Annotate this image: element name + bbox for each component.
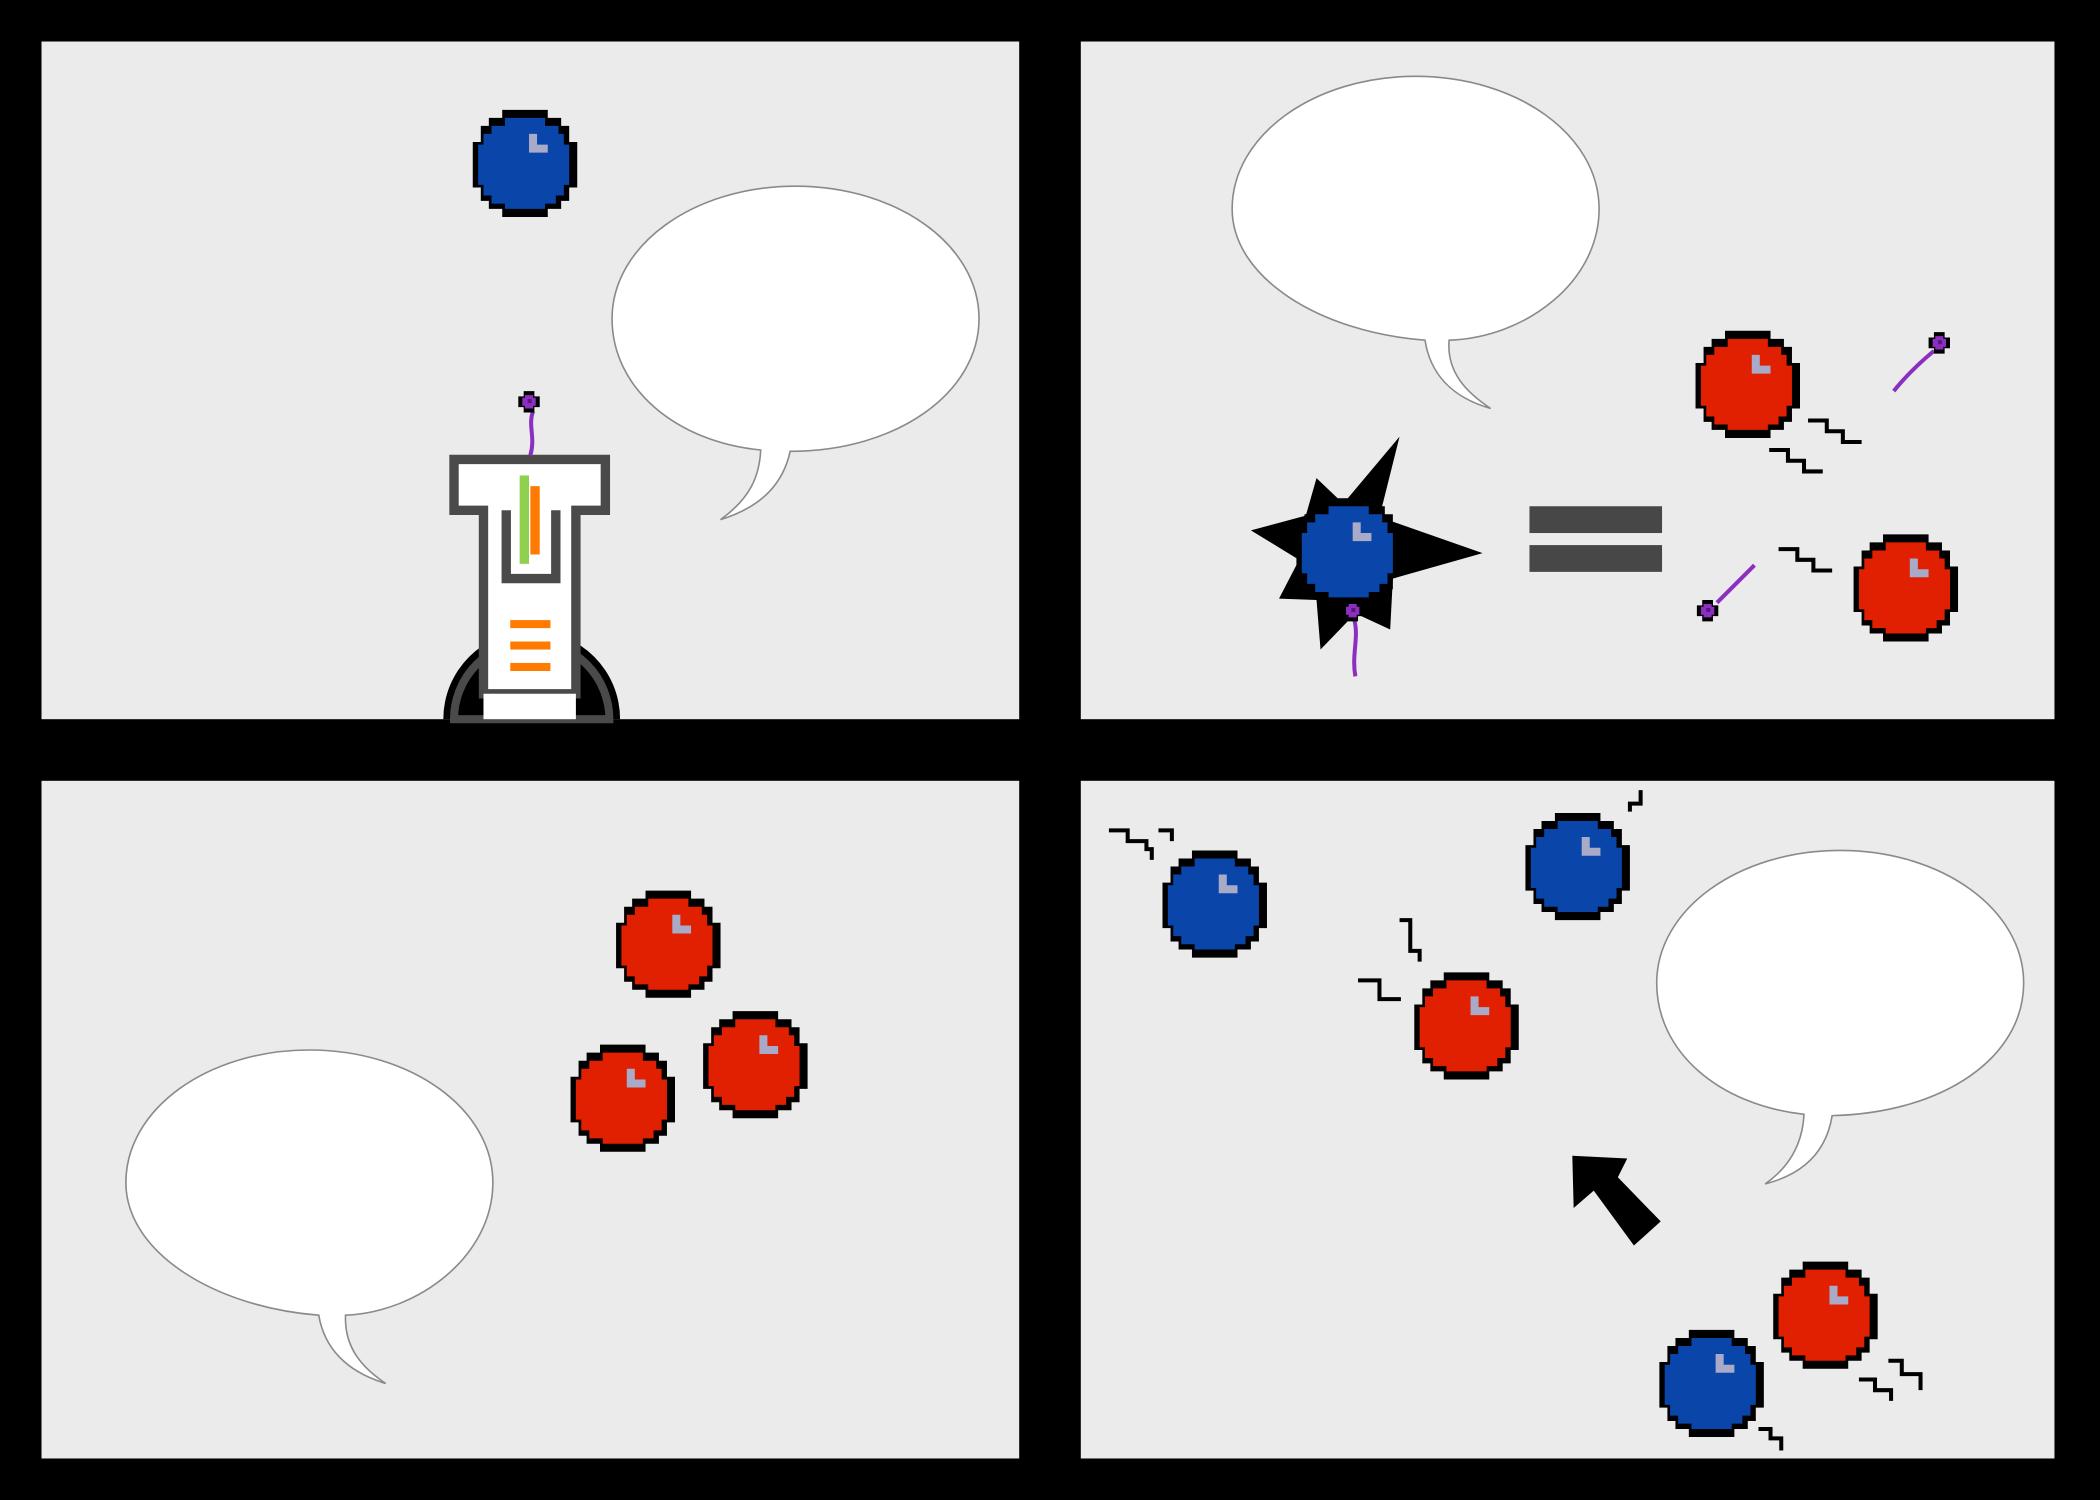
direction-arrow-icon xyxy=(1572,1155,1661,1246)
speech-bubble-4 xyxy=(1655,849,2025,1185)
purple-particle-icon xyxy=(1341,600,1364,677)
red-ball-icon xyxy=(1773,1261,1878,1369)
blue-ball-icon xyxy=(1296,498,1401,606)
speech-bubble-3 xyxy=(125,1049,494,1385)
purple-particle-icon xyxy=(1696,563,1756,622)
blue-ball-icon xyxy=(1659,1329,1764,1438)
red-ball-icon xyxy=(1414,972,1519,1080)
blue-ball-icon xyxy=(472,109,578,217)
particle-launcher-device xyxy=(443,454,621,724)
equals-sign-icon xyxy=(1529,506,1663,572)
speech-bubble-1 xyxy=(611,185,980,521)
red-ball-icon xyxy=(1695,330,1800,438)
motion-lines-icon xyxy=(1108,790,1923,1451)
red-ball-icon xyxy=(703,1011,808,1119)
purple-particle-icon xyxy=(518,391,540,456)
blue-ball-icon xyxy=(1525,812,1630,921)
speech-bubble-2 xyxy=(1231,75,1600,410)
purple-particle-icon xyxy=(1892,332,1950,393)
blue-ball-icon xyxy=(1162,850,1267,958)
